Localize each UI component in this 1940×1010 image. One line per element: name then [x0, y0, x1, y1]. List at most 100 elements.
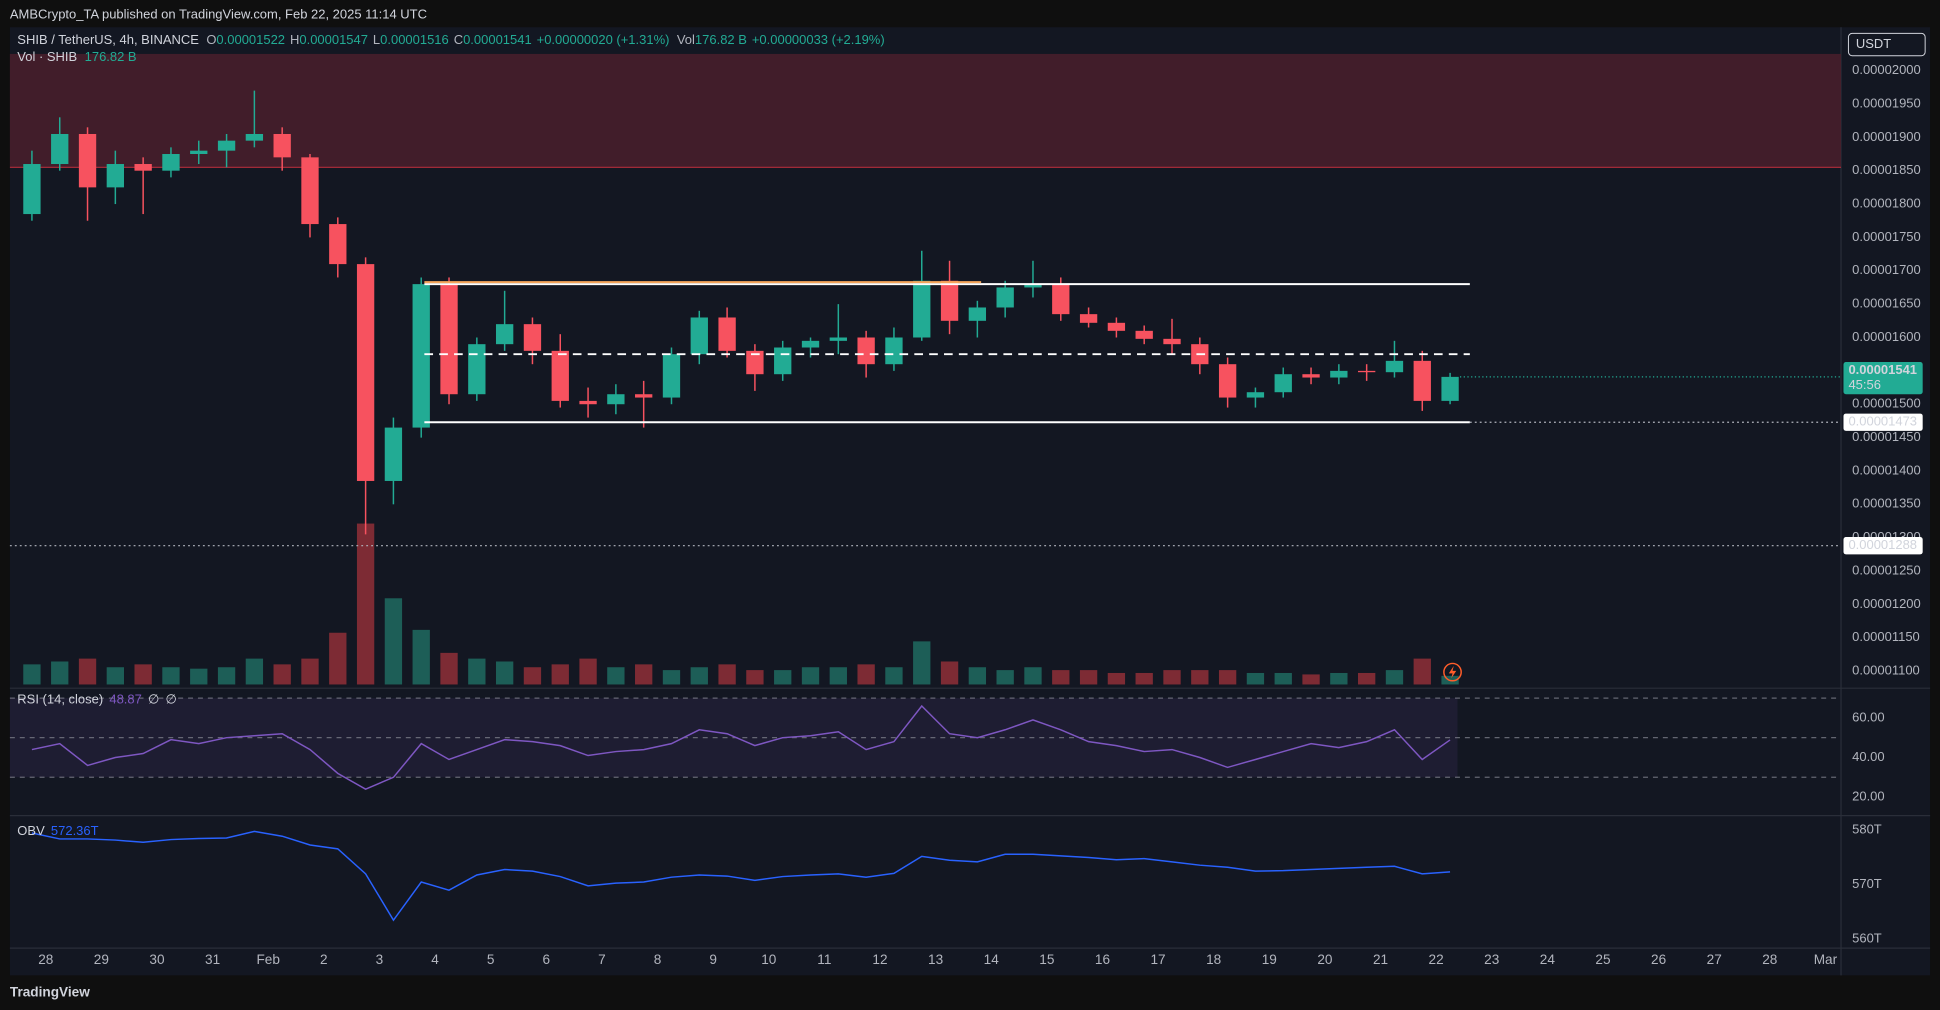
volume-bar	[662, 670, 681, 685]
volume-bar	[1107, 672, 1126, 685]
candle-body	[468, 344, 486, 395]
alert-icon[interactable]	[1443, 662, 1462, 682]
candle-body	[217, 140, 236, 151]
x-tick-label: 11	[817, 952, 831, 967]
x-tick-label: 28	[1762, 952, 1777, 967]
candle-body	[913, 280, 931, 338]
y-tick-label: 0.00001100	[1852, 663, 1920, 678]
volume-bar	[1163, 670, 1181, 685]
volume-bar	[940, 661, 959, 685]
currency[interactable]: USDT	[1856, 36, 1891, 51]
series-line	[31, 830, 1451, 922]
volume-bar	[51, 661, 69, 685]
legend-key: Vol	[677, 32, 695, 47]
volume-bar	[384, 598, 403, 685]
volume-bar	[579, 658, 597, 685]
x-tick-label: 4	[431, 952, 439, 967]
x-tick-label: 18	[1206, 952, 1221, 967]
y-tick-label: 0.00001650	[1852, 296, 1921, 311]
y-tick-label: 0.00001750	[1852, 229, 1921, 244]
volume-bar	[885, 667, 903, 685]
volume-bar	[23, 664, 41, 685]
volume-bar	[913, 641, 931, 685]
y-tick-label: 0.00001500	[1852, 396, 1921, 411]
x-tick-label: Mar	[1814, 952, 1838, 967]
candle-body	[1107, 322, 1126, 331]
volume-bar	[468, 658, 486, 685]
volume-bar	[607, 667, 625, 685]
currency-box[interactable]	[1847, 32, 1926, 57]
volume-bar	[329, 632, 347, 685]
candle-body	[746, 350, 764, 375]
volume-bar	[78, 658, 97, 685]
y-tick-label: 60.00	[1852, 709, 1884, 724]
candle-body	[329, 224, 347, 265]
volume-bar	[746, 670, 764, 685]
x-tick-label: 2	[320, 952, 328, 967]
y-tick-label: 570T	[1852, 876, 1882, 891]
candle-body	[1441, 376, 1459, 401]
axis-label: 0.00001288	[1848, 537, 1917, 552]
candle-body	[1218, 364, 1237, 398]
legend-key: L	[373, 32, 380, 47]
volume-bar	[190, 668, 208, 685]
price-axis	[1841, 27, 1931, 976]
series-line	[31, 704, 1451, 791]
candle-body	[1302, 374, 1320, 378]
rsi-value: 48.87	[109, 692, 141, 707]
volume-bar	[1246, 672, 1265, 685]
volume-bar	[1191, 670, 1209, 685]
candle-body	[78, 133, 97, 188]
volume-title: Vol · SHIB	[17, 50, 77, 65]
candle-body	[996, 287, 1014, 308]
candle-body	[1052, 284, 1070, 315]
candle-body	[495, 324, 514, 345]
x-tick-label: 29	[94, 952, 109, 967]
y-tick-label: 20.00	[1852, 788, 1884, 803]
legend-key: O	[206, 32, 216, 47]
symbol: SHIB / TetherUS, 4h, BINANCE	[17, 32, 199, 47]
y-tick-label: 40.00	[1852, 749, 1884, 764]
x-tick-label: 25	[1595, 952, 1610, 967]
candle-body	[1330, 370, 1348, 378]
volume-value: 176.82 B	[85, 50, 137, 65]
y-tick-label: 0.00001950	[1852, 95, 1921, 110]
candle-body	[1274, 374, 1292, 393]
obv-title: OBV	[17, 823, 45, 838]
volume-bar	[1218, 670, 1237, 685]
volume-bar	[551, 664, 569, 685]
obv-legend: OBV 572.36T	[17, 823, 98, 838]
volume-bar	[273, 664, 291, 685]
legend-key: C	[454, 32, 463, 47]
volume-bar	[635, 664, 653, 685]
x-tick-label: 10	[761, 952, 777, 967]
candle-body	[273, 133, 291, 158]
x-tick-label: 26	[1651, 952, 1666, 967]
x-tick-label: 12	[872, 952, 887, 967]
rsi-legend: RSI (14, close) 48.87 ∅ ∅	[17, 692, 177, 707]
candle-body	[245, 133, 264, 141]
candle-body	[301, 157, 319, 225]
candle-body	[1385, 360, 1404, 373]
volume-bar	[996, 670, 1014, 685]
legend-value: 0.00001522	[216, 32, 285, 47]
volume-bar	[1413, 658, 1431, 685]
x-tick-label: 31	[205, 952, 220, 967]
volume-bar	[356, 523, 375, 685]
candle-body	[690, 317, 708, 355]
candle-body	[1358, 370, 1376, 373]
candle-body	[51, 133, 69, 165]
footer-logo: TradingView	[10, 984, 90, 999]
candle-body	[579, 400, 597, 405]
candle-body	[523, 324, 542, 351]
candle-body	[607, 394, 625, 405]
x-tick-label: 22	[1429, 952, 1444, 967]
volume-bar	[829, 667, 847, 685]
axis-label-box	[1843, 413, 1923, 431]
candle-body	[1024, 284, 1042, 288]
legend-row: SHIB / TetherUS, 4h, BINANCE O0.00001522 H…	[17, 32, 884, 47]
y-tick-label: 0.00001800	[1852, 195, 1921, 210]
x-tick-label: 13	[928, 952, 943, 967]
volume-bar	[1330, 672, 1348, 685]
